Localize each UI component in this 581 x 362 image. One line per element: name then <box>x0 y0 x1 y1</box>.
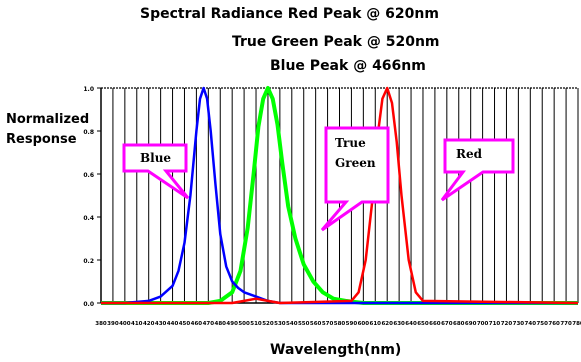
x-tick-label-1: 390 <box>107 321 119 327</box>
x-tick-label-38: 760 <box>548 321 560 327</box>
y-tick-label-0: 0.0 <box>83 301 94 308</box>
green-callout-text-1: Green <box>335 156 376 170</box>
x-tick-label-6: 440 <box>167 321 179 327</box>
x-tick-label-0: 380 <box>95 321 107 327</box>
chart-title-line-2: True Green Peak @ 520nm <box>232 34 440 50</box>
x-tick-label-28: 660 <box>429 321 441 327</box>
green-callout-bubble <box>320 126 390 232</box>
x-tick-label-17: 550 <box>298 321 310 327</box>
x-tick-label-30: 680 <box>453 321 465 327</box>
x-tick-label-9: 470 <box>203 321 215 327</box>
y-tick-label-3: 0.6 <box>83 172 94 179</box>
x-tick-label-8: 460 <box>191 321 203 327</box>
green-callout-text-0: True <box>335 136 366 150</box>
x-tick-label-23: 610 <box>370 321 382 327</box>
x-tick-label-33: 710 <box>489 321 501 327</box>
x-tick-label-34: 720 <box>501 321 513 327</box>
x-tick-label-31: 690 <box>465 321 477 327</box>
x-tick-label-12: 500 <box>238 321 250 327</box>
x-tick-label-24: 620 <box>381 321 393 327</box>
y-axis-label-line-2: Response <box>6 132 77 147</box>
red-callout-text-0: Red <box>456 147 483 161</box>
x-tick-label-37: 750 <box>536 321 548 327</box>
x-tick-label-40: 780 <box>572 321 581 327</box>
series-line-blue <box>101 86 578 305</box>
x-tick-label-25: 630 <box>393 321 405 327</box>
x-tick-label-21: 590 <box>346 321 358 327</box>
blue-callout: Blue <box>122 143 190 200</box>
x-tick-label-22: 600 <box>358 321 370 327</box>
chart-title-line-1: Spectral Radiance Red Peak @ 620nm <box>140 6 439 22</box>
x-tick-label-18: 560 <box>310 321 322 327</box>
x-tick-label-3: 410 <box>131 321 143 327</box>
green-callout: True Green <box>320 126 390 232</box>
x-tick-label-13: 510 <box>250 321 262 327</box>
x-tick-label-19: 570 <box>322 321 334 327</box>
x-tick-label-32: 700 <box>477 321 489 327</box>
x-tick-label-29: 670 <box>441 321 453 327</box>
y-tick-label-1: 0.2 <box>83 258 94 265</box>
x-tick-label-35: 730 <box>513 321 525 327</box>
x-tick-label-14: 520 <box>262 321 274 327</box>
red-callout-bubble <box>440 138 515 202</box>
y-tick-label-5: 1.0 <box>83 86 94 93</box>
x-tick-label-5: 430 <box>155 321 167 327</box>
x-tick-label-26: 640 <box>405 321 417 327</box>
x-axis-label: Wavelength(nm) <box>270 342 402 358</box>
x-tick-label-11: 490 <box>226 321 238 327</box>
callouts: Blue True Green Red <box>122 126 515 232</box>
red-callout: Red <box>440 138 515 202</box>
x-tick-label-10: 480 <box>215 321 227 327</box>
x-tick-label-16: 540 <box>286 321 298 327</box>
x-tick-label-27: 650 <box>417 321 429 327</box>
x-tick-label-7: 450 <box>179 321 191 327</box>
x-tick-label-15: 530 <box>274 321 286 327</box>
x-tick-label-2: 400 <box>119 321 131 327</box>
series-line-true-green <box>101 86 578 305</box>
grid <box>100 87 579 303</box>
chart-title-line-3: Blue Peak @ 466nm <box>270 58 426 74</box>
x-tick-label-36: 740 <box>525 321 537 327</box>
blue-callout-text-0: Blue <box>140 151 171 165</box>
blue-callout-bubble <box>122 143 190 200</box>
x-tick-label-20: 580 <box>334 321 346 327</box>
y-tick-label-2: 0.4 <box>83 215 94 222</box>
x-tick-label-39: 770 <box>560 321 572 327</box>
x-tick-label-4: 420 <box>143 321 155 327</box>
y-tick-label-4: 0.8 <box>83 129 94 136</box>
